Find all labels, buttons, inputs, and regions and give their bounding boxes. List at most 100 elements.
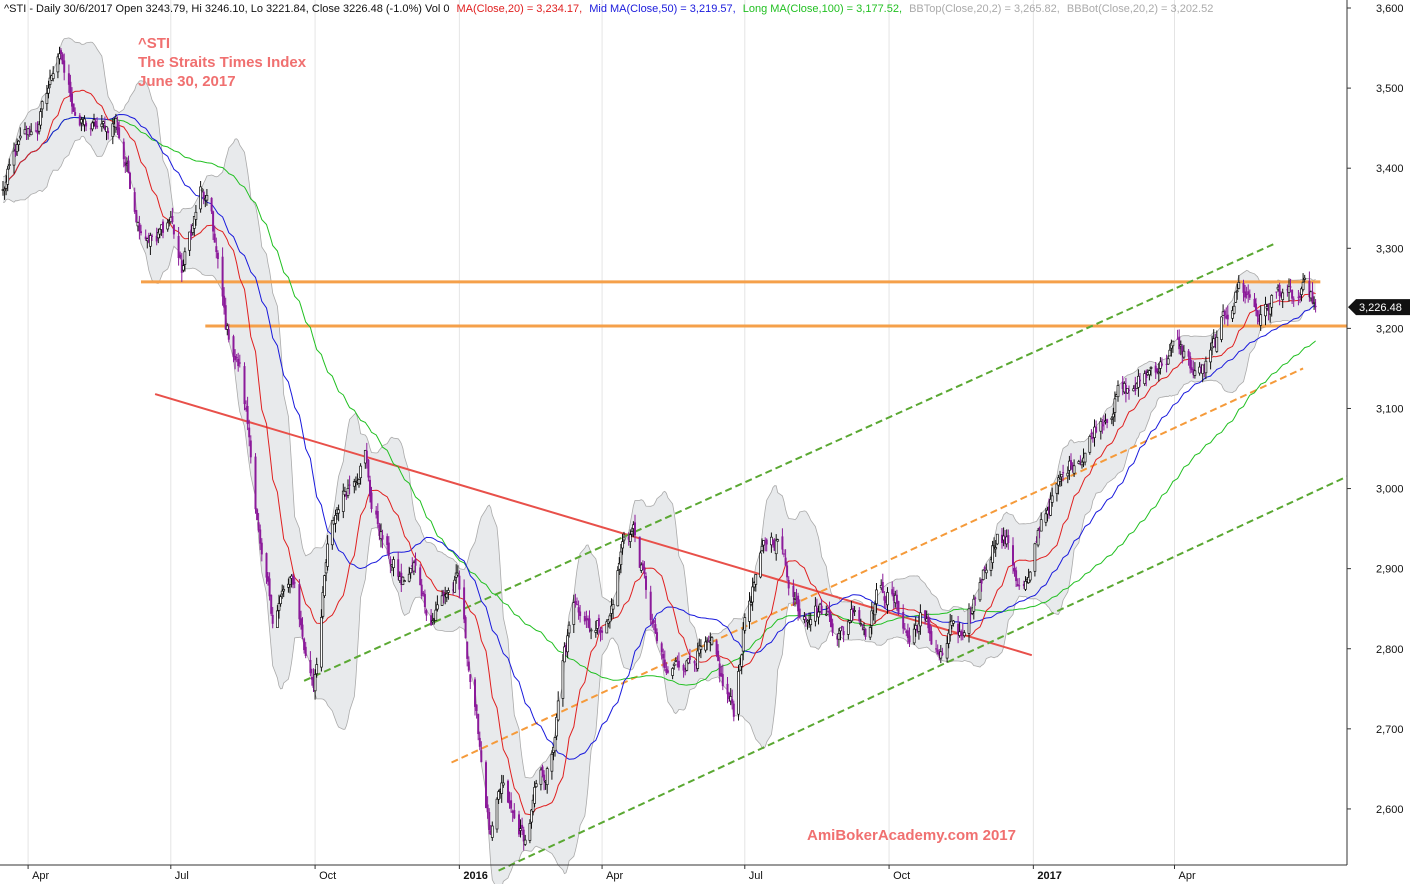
y-tick-label: 2,700 bbox=[1376, 724, 1404, 736]
candle bbox=[188, 231, 191, 256]
candle bbox=[386, 533, 389, 554]
candle bbox=[25, 125, 28, 140]
candle bbox=[884, 595, 887, 609]
candle bbox=[292, 573, 295, 589]
candle bbox=[256, 508, 259, 521]
candle bbox=[1176, 329, 1179, 340]
candle bbox=[579, 605, 582, 623]
y-tick-label: 3,600 bbox=[1376, 3, 1404, 15]
candle bbox=[411, 557, 414, 574]
candle bbox=[638, 536, 641, 568]
candle bbox=[485, 760, 487, 809]
candle bbox=[737, 665, 740, 721]
candle bbox=[656, 628, 658, 644]
candle bbox=[287, 578, 290, 593]
candle bbox=[480, 741, 483, 763]
candle bbox=[489, 825, 492, 835]
candle bbox=[60, 48, 62, 61]
candle bbox=[1111, 407, 1115, 427]
candle bbox=[738, 658, 742, 672]
candle bbox=[466, 641, 469, 667]
candle bbox=[425, 608, 428, 621]
candle bbox=[216, 250, 219, 269]
candle bbox=[140, 224, 142, 236]
candle bbox=[29, 123, 33, 136]
candle bbox=[1200, 363, 1203, 373]
candle bbox=[1066, 466, 1070, 484]
candle bbox=[1182, 344, 1186, 360]
candle bbox=[376, 503, 379, 528]
candle bbox=[720, 665, 723, 677]
candle bbox=[859, 618, 863, 627]
candle bbox=[249, 435, 252, 464]
candle bbox=[1297, 290, 1300, 306]
candle bbox=[1160, 357, 1163, 367]
candle bbox=[824, 605, 828, 617]
candle bbox=[1189, 352, 1192, 374]
header-ma50: Mid MA(Close,50) = 3,219.57, bbox=[589, 3, 735, 15]
candle bbox=[566, 629, 569, 659]
candle bbox=[574, 593, 577, 608]
candle bbox=[969, 606, 972, 624]
candle bbox=[67, 64, 70, 93]
candle bbox=[47, 80, 50, 99]
candle bbox=[51, 66, 55, 82]
candle bbox=[616, 566, 620, 607]
candle bbox=[1083, 452, 1087, 466]
candle bbox=[135, 210, 138, 223]
candle bbox=[1137, 369, 1140, 397]
candle bbox=[63, 53, 66, 81]
candle bbox=[74, 107, 77, 117]
candle bbox=[478, 731, 481, 751]
candle bbox=[649, 585, 652, 626]
candle bbox=[1178, 329, 1181, 355]
candle bbox=[1134, 376, 1137, 396]
candle bbox=[213, 225, 216, 243]
candle bbox=[773, 538, 776, 551]
candle bbox=[91, 121, 94, 132]
candle bbox=[663, 650, 666, 672]
candle bbox=[177, 227, 180, 266]
candle bbox=[1165, 354, 1168, 373]
candle bbox=[1258, 309, 1261, 325]
candle bbox=[553, 736, 557, 757]
candle bbox=[688, 648, 691, 664]
candle bbox=[1121, 376, 1124, 396]
candle bbox=[224, 297, 227, 330]
candle bbox=[365, 442, 368, 469]
candle bbox=[974, 596, 977, 606]
bbtop-line bbox=[2, 37, 1316, 779]
candle bbox=[357, 478, 361, 488]
candle bbox=[370, 486, 373, 513]
candle bbox=[634, 514, 636, 543]
candle bbox=[935, 639, 938, 653]
candle bbox=[89, 123, 92, 136]
candle bbox=[707, 635, 710, 643]
candle bbox=[941, 647, 944, 657]
candle bbox=[1292, 296, 1295, 307]
chart-header: ^STI - Daily 30/6/2017 Open 3243.79, Hi … bbox=[4, 3, 1213, 15]
candle bbox=[545, 766, 549, 794]
candle bbox=[728, 691, 731, 702]
candle bbox=[902, 604, 905, 634]
candle bbox=[804, 612, 807, 627]
candle bbox=[440, 589, 444, 606]
candle bbox=[265, 552, 268, 584]
candle bbox=[764, 537, 767, 552]
candle bbox=[601, 627, 604, 641]
candle bbox=[223, 287, 226, 315]
candle bbox=[519, 819, 522, 838]
candle bbox=[1299, 292, 1301, 304]
candle bbox=[1220, 316, 1223, 343]
candle bbox=[352, 478, 356, 494]
candle bbox=[1044, 507, 1048, 527]
candle bbox=[891, 581, 894, 597]
candle bbox=[1168, 343, 1172, 357]
candle bbox=[594, 620, 598, 638]
candle bbox=[528, 819, 532, 844]
candle bbox=[303, 637, 306, 654]
candle bbox=[759, 550, 762, 579]
candle bbox=[1256, 309, 1259, 325]
candle bbox=[403, 579, 406, 582]
